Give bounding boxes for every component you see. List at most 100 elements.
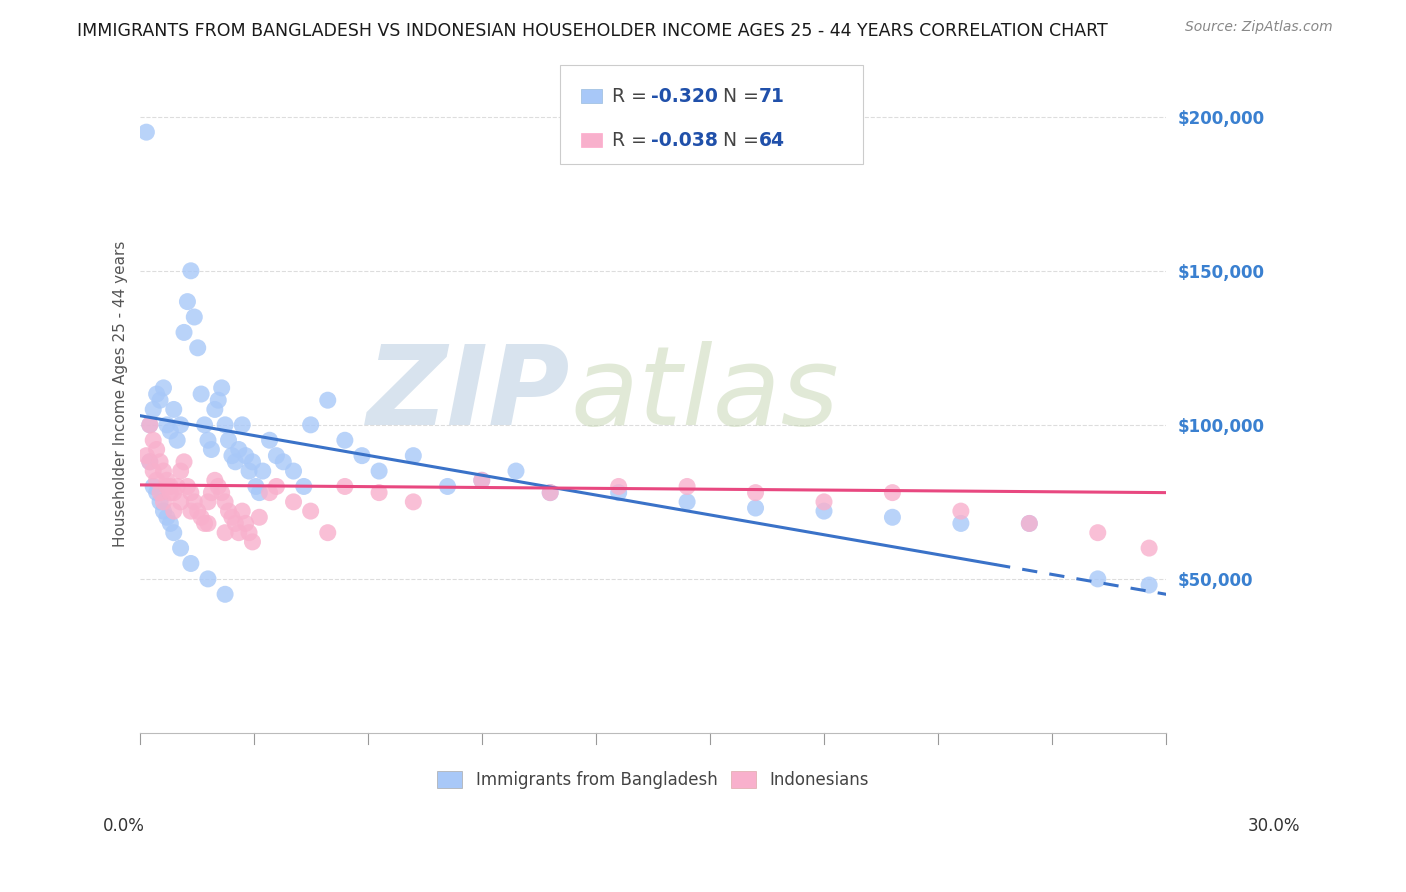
Point xyxy=(228,442,250,457)
Text: R =: R = xyxy=(612,87,652,105)
Point xyxy=(368,485,391,500)
Point xyxy=(163,525,186,540)
Point xyxy=(173,455,195,469)
Point xyxy=(152,381,174,395)
Point xyxy=(156,479,179,493)
Point xyxy=(242,455,264,469)
Point xyxy=(402,449,425,463)
Text: 30.0%: 30.0% xyxy=(1249,817,1301,835)
Point xyxy=(197,434,219,448)
Point xyxy=(142,479,165,493)
Point xyxy=(1087,572,1109,586)
Point xyxy=(1137,578,1160,592)
Point xyxy=(176,294,198,309)
Point xyxy=(316,525,339,540)
Point xyxy=(744,501,766,516)
Point xyxy=(139,455,162,469)
Point xyxy=(159,424,181,438)
Point xyxy=(266,449,288,463)
Point xyxy=(152,495,174,509)
Point xyxy=(145,387,167,401)
Point xyxy=(214,417,236,432)
Point xyxy=(204,473,226,487)
Point xyxy=(159,479,181,493)
Text: Source: ZipAtlas.com: Source: ZipAtlas.com xyxy=(1185,20,1333,34)
Point xyxy=(193,516,215,531)
Point xyxy=(471,473,494,487)
Point xyxy=(169,495,191,509)
Point xyxy=(813,495,835,509)
Point xyxy=(159,516,181,531)
Point xyxy=(813,504,835,518)
Point xyxy=(187,341,209,355)
Point xyxy=(607,485,630,500)
Point xyxy=(221,510,243,524)
Point xyxy=(235,449,257,463)
Point xyxy=(193,417,215,432)
Point xyxy=(180,557,202,571)
Point xyxy=(607,479,630,493)
Point xyxy=(197,495,219,509)
Point xyxy=(159,485,181,500)
Point xyxy=(676,495,699,509)
Text: atlas: atlas xyxy=(571,341,839,448)
Point xyxy=(224,455,246,469)
Text: 64: 64 xyxy=(759,130,785,150)
Point xyxy=(1018,516,1040,531)
Point xyxy=(350,449,373,463)
Point xyxy=(333,434,356,448)
Point xyxy=(402,495,425,509)
Point xyxy=(218,504,240,518)
Point xyxy=(744,485,766,500)
Point xyxy=(538,485,561,500)
Text: ZIP: ZIP xyxy=(367,341,571,448)
Point xyxy=(214,587,236,601)
Point xyxy=(190,387,212,401)
Point xyxy=(197,572,219,586)
Point xyxy=(152,464,174,478)
Point xyxy=(180,264,202,278)
Point xyxy=(271,455,294,469)
Point xyxy=(333,479,356,493)
Point xyxy=(245,479,267,493)
Point xyxy=(135,449,157,463)
Point xyxy=(197,516,219,531)
Point xyxy=(247,510,270,524)
Point xyxy=(211,381,233,395)
Text: IMMIGRANTS FROM BANGLADESH VS INDONESIAN HOUSEHOLDER INCOME AGES 25 - 44 YEARS C: IMMIGRANTS FROM BANGLADESH VS INDONESIAN… xyxy=(77,22,1108,40)
Point xyxy=(1137,541,1160,555)
Point xyxy=(200,442,222,457)
Text: -0.320: -0.320 xyxy=(651,87,717,105)
Point xyxy=(228,525,250,540)
Point xyxy=(242,535,264,549)
Text: 0.0%: 0.0% xyxy=(103,817,145,835)
Point xyxy=(214,495,236,509)
Text: -0.038: -0.038 xyxy=(651,130,717,150)
Point xyxy=(187,504,209,518)
Point xyxy=(176,479,198,493)
Point xyxy=(949,516,972,531)
Point xyxy=(949,504,972,518)
Point xyxy=(169,417,191,432)
Point xyxy=(183,495,205,509)
Point xyxy=(676,479,699,493)
Point xyxy=(882,510,904,524)
Point xyxy=(283,495,305,509)
Point xyxy=(235,516,257,531)
Point xyxy=(135,125,157,139)
Point xyxy=(316,393,339,408)
Text: R =: R = xyxy=(612,130,652,150)
Point xyxy=(259,485,281,500)
Point xyxy=(218,434,240,448)
Point xyxy=(152,504,174,518)
Point xyxy=(149,393,172,408)
Point xyxy=(142,434,165,448)
Point xyxy=(163,485,186,500)
Text: N =: N = xyxy=(723,130,765,150)
Point xyxy=(200,485,222,500)
Point xyxy=(145,485,167,500)
FancyBboxPatch shape xyxy=(581,89,602,103)
Point xyxy=(266,479,288,493)
Text: 71: 71 xyxy=(759,87,785,105)
Point xyxy=(142,464,165,478)
